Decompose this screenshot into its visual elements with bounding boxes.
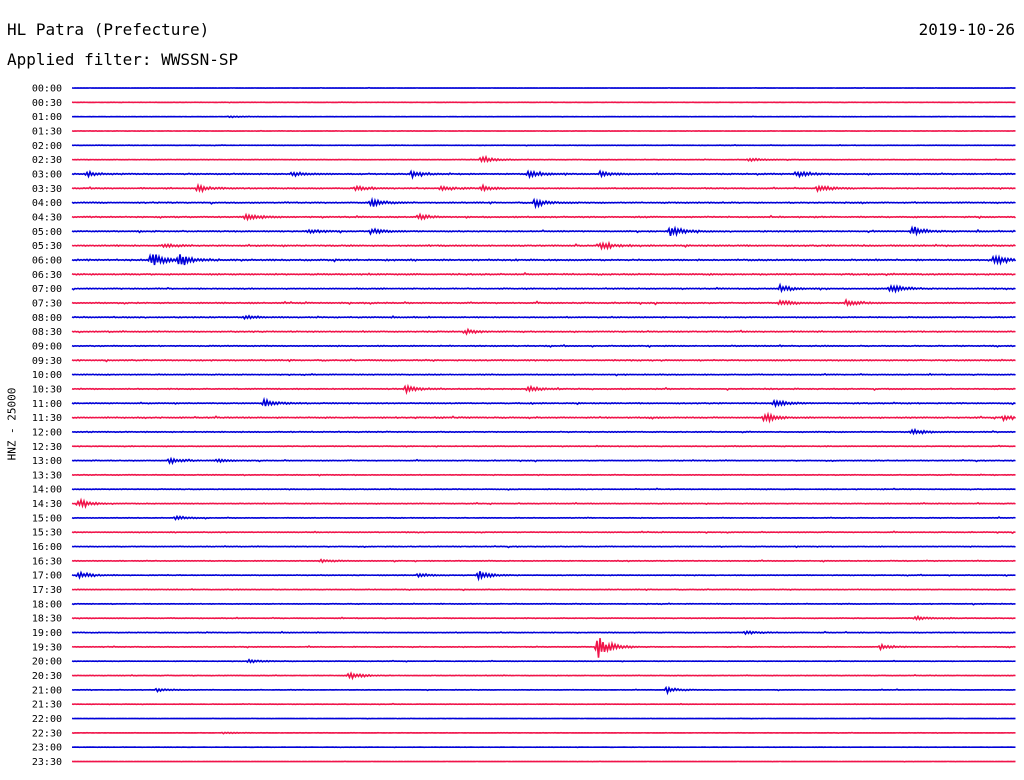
row-label-18: 09:00 bbox=[32, 341, 62, 352]
row-label-30: 15:00 bbox=[32, 513, 62, 524]
row-label-44: 22:00 bbox=[32, 714, 62, 725]
row-label-25: 12:30 bbox=[32, 442, 62, 453]
row-label-39: 19:30 bbox=[32, 642, 62, 653]
row-label-14: 07:00 bbox=[32, 284, 62, 295]
trace-row-40 bbox=[71, 658, 1016, 664]
trace-row-34 bbox=[71, 570, 1016, 582]
trace-row-37 bbox=[71, 614, 1016, 621]
row-label-3: 01:30 bbox=[32, 126, 62, 137]
trace-row-42 bbox=[71, 685, 1016, 696]
trace-row-38 bbox=[71, 629, 1016, 636]
trace-row-26 bbox=[71, 456, 1016, 466]
trace-row-15 bbox=[71, 298, 1016, 308]
trace-row-28 bbox=[71, 487, 1016, 491]
trace-row-32 bbox=[71, 545, 1016, 549]
row-label-2: 01:00 bbox=[32, 112, 62, 123]
row-label-34: 17:00 bbox=[32, 571, 62, 582]
row-label-24: 12:00 bbox=[32, 427, 62, 438]
trace-row-6 bbox=[71, 169, 1016, 181]
trace-row-36 bbox=[71, 602, 1016, 606]
row-label-20: 10:00 bbox=[32, 370, 62, 381]
trace-row-29 bbox=[71, 497, 1016, 510]
row-label-23: 11:30 bbox=[32, 413, 62, 424]
trace-row-17 bbox=[71, 327, 1016, 336]
row-label-46: 23:00 bbox=[32, 743, 62, 754]
row-label-0: 00:00 bbox=[32, 84, 62, 95]
row-label-31: 15:30 bbox=[32, 528, 62, 539]
row-label-13: 06:30 bbox=[32, 270, 62, 281]
trace-row-35 bbox=[71, 588, 1016, 592]
trace-row-21 bbox=[71, 383, 1016, 396]
row-label-40: 20:00 bbox=[32, 657, 62, 668]
row-label-8: 04:00 bbox=[32, 198, 62, 209]
row-label-12: 06:00 bbox=[32, 255, 62, 266]
row-label-33: 16:30 bbox=[32, 556, 62, 567]
trace-row-2 bbox=[71, 115, 1016, 119]
trace-row-7 bbox=[71, 182, 1016, 194]
trace-row-8 bbox=[71, 196, 1016, 210]
row-label-7: 03:30 bbox=[32, 184, 62, 195]
row-label-15: 07:30 bbox=[32, 298, 62, 309]
record-date: 2019-10-26 bbox=[918, 20, 1015, 39]
row-label-16: 08:00 bbox=[32, 313, 62, 324]
trace-row-16 bbox=[71, 314, 1016, 321]
trace-row-22 bbox=[71, 396, 1016, 409]
trace-row-1 bbox=[71, 101, 1016, 104]
row-label-35: 17:30 bbox=[32, 585, 62, 596]
row-label-11: 05:30 bbox=[32, 241, 62, 252]
row-label-37: 18:30 bbox=[32, 614, 62, 625]
row-label-19: 09:30 bbox=[32, 356, 62, 367]
trace-row-4 bbox=[71, 144, 1016, 147]
row-label-6: 03:00 bbox=[32, 169, 62, 180]
row-label-43: 21:30 bbox=[32, 700, 62, 711]
trace-row-25 bbox=[71, 444, 1016, 448]
trace-row-9 bbox=[71, 212, 1016, 222]
row-label-38: 19:00 bbox=[32, 628, 62, 639]
trace-row-20 bbox=[71, 372, 1016, 377]
trace-row-30 bbox=[71, 514, 1016, 521]
trace-row-10 bbox=[71, 225, 1016, 238]
row-label-32: 16:00 bbox=[32, 542, 62, 553]
row-labels: 00:00 00:30 01:00 01:30 02:00 02:30 03:00 03:30… bbox=[32, 84, 62, 769]
row-label-26: 13:00 bbox=[32, 456, 62, 467]
trace-row-23 bbox=[71, 411, 1017, 424]
filter-label: Applied filter: WWSSN-SP bbox=[7, 50, 239, 69]
row-label-1: 00:30 bbox=[32, 98, 62, 109]
row-label-21: 10:30 bbox=[32, 384, 62, 395]
row-label-42: 21:00 bbox=[32, 685, 62, 696]
row-label-28: 14:00 bbox=[32, 485, 62, 496]
trace-row-14 bbox=[71, 282, 1016, 294]
row-label-45: 22:30 bbox=[32, 728, 62, 739]
traces bbox=[71, 86, 1017, 763]
trace-row-45 bbox=[71, 731, 1016, 735]
row-label-41: 20:30 bbox=[32, 671, 62, 682]
trace-row-44 bbox=[71, 717, 1016, 720]
row-label-22: 11:00 bbox=[32, 399, 62, 410]
row-label-29: 14:30 bbox=[32, 499, 62, 510]
trace-row-3 bbox=[71, 129, 1016, 133]
trace-row-5 bbox=[71, 154, 1016, 164]
trace-row-31 bbox=[71, 530, 1016, 535]
trace-row-12 bbox=[71, 253, 1017, 266]
row-label-27: 13:30 bbox=[32, 470, 62, 481]
trace-row-11 bbox=[71, 240, 1016, 251]
trace-row-43 bbox=[71, 702, 1016, 706]
row-label-17: 08:30 bbox=[32, 327, 62, 338]
trace-row-24 bbox=[71, 427, 1016, 436]
row-label-47: 23:30 bbox=[32, 757, 62, 768]
row-label-10: 05:00 bbox=[32, 227, 62, 238]
station-title: HL Patra (Prefecture) bbox=[7, 20, 210, 39]
trace-row-13 bbox=[71, 271, 1016, 277]
row-label-36: 18:00 bbox=[32, 599, 62, 610]
trace-row-18 bbox=[71, 343, 1016, 348]
row-label-4: 02:00 bbox=[32, 141, 62, 152]
trace-row-39 bbox=[71, 638, 1016, 658]
trace-row-41 bbox=[71, 671, 1016, 681]
row-label-9: 04:30 bbox=[32, 212, 62, 223]
row-label-5: 02:30 bbox=[32, 155, 62, 166]
trace-row-19 bbox=[71, 358, 1016, 363]
trace-row-27 bbox=[71, 473, 1016, 477]
trace-row-33 bbox=[71, 558, 1016, 564]
